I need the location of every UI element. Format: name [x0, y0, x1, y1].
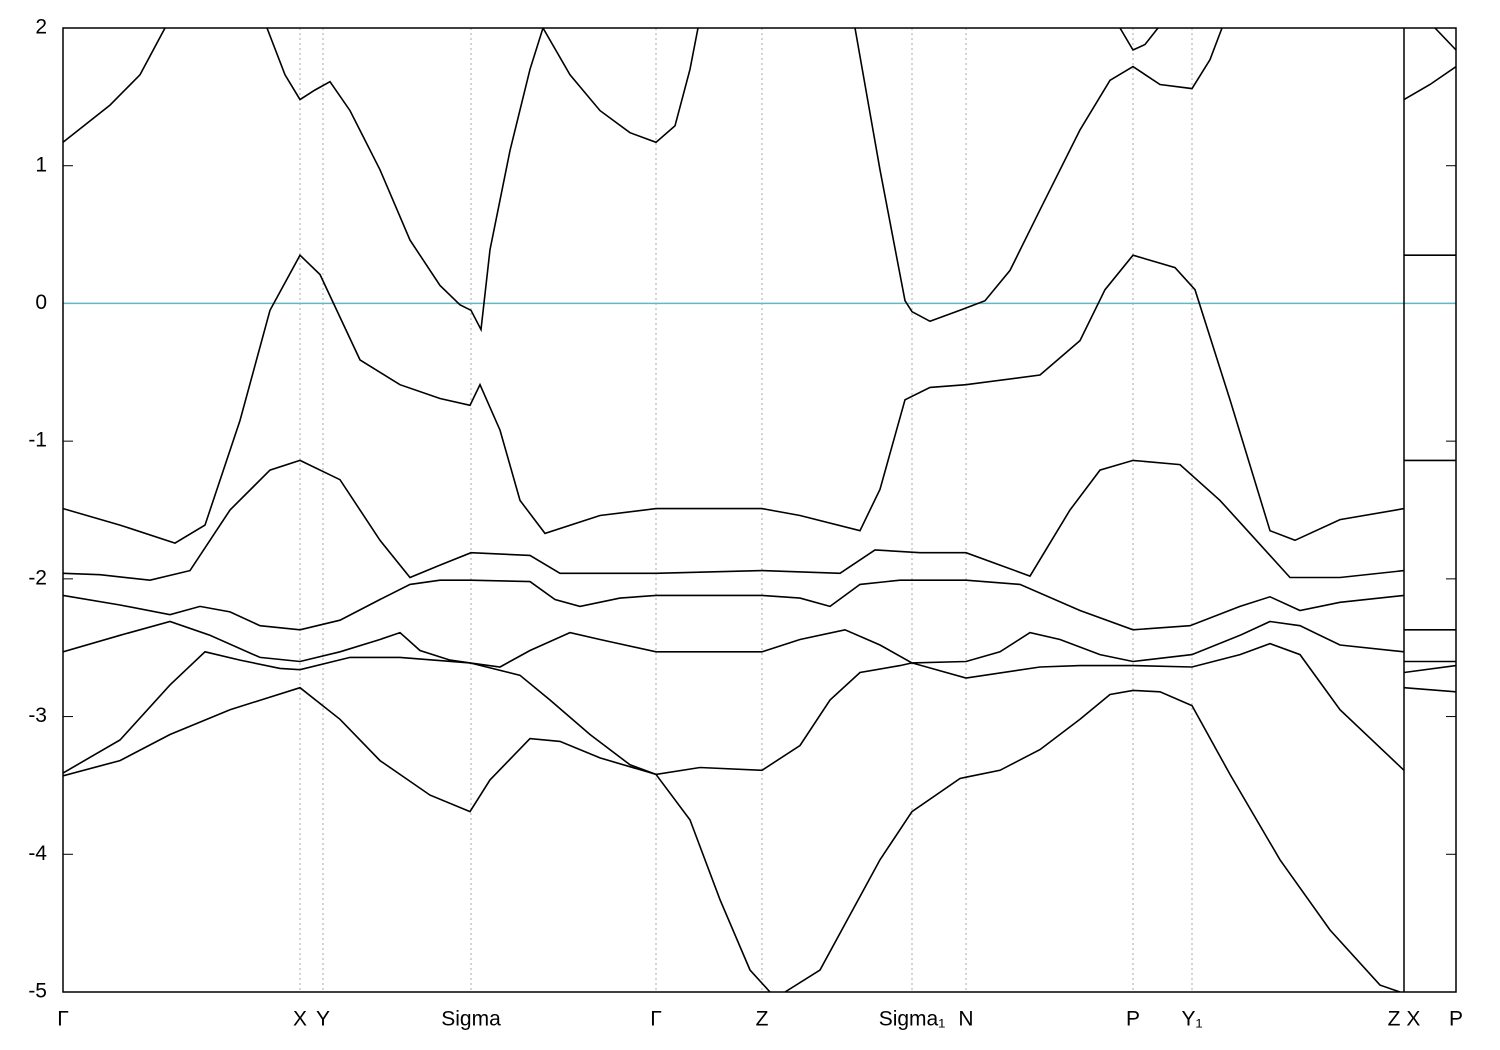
x-tick-label: X: [293, 1008, 307, 1031]
plot-frame: [62, 27, 1457, 993]
x-tick-label: Sigma₁: [879, 1008, 946, 1031]
y-tick-label: -4: [28, 842, 47, 865]
x-tick-label: Y₁: [1181, 1008, 1202, 1031]
band: [63, 579, 1456, 631]
x-tick-label: Y: [316, 1008, 330, 1031]
x-tick-label: Sigma: [441, 1008, 501, 1031]
y-tick-label: -5: [28, 980, 47, 1003]
x-tick-label: Γ: [57, 1008, 69, 1031]
x-tick-label: Z: [756, 1008, 769, 1031]
y-tick-label: 1: [35, 153, 47, 176]
band: [63, 459, 1456, 582]
band: [63, 620, 1456, 668]
y-tick-label: -3: [28, 704, 47, 727]
band: [63, 642, 1456, 776]
band: [1119, 28, 1456, 52]
band: [63, 28, 1456, 333]
y-tick-label: -1: [28, 429, 47, 452]
x-tick-label: Z X: [1388, 1008, 1421, 1031]
x-tick-label: N: [958, 1008, 973, 1031]
band: [63, 686, 1456, 992]
y-tick-label: 0: [35, 291, 47, 314]
x-tick-label: P: [1126, 1008, 1140, 1031]
y-tick-label: 2: [35, 16, 47, 39]
band: [63, 253, 1456, 544]
y-tick-label: -2: [28, 566, 47, 589]
x-tick-label: P: [1449, 1008, 1463, 1031]
x-tick-label: Γ: [650, 1008, 662, 1031]
